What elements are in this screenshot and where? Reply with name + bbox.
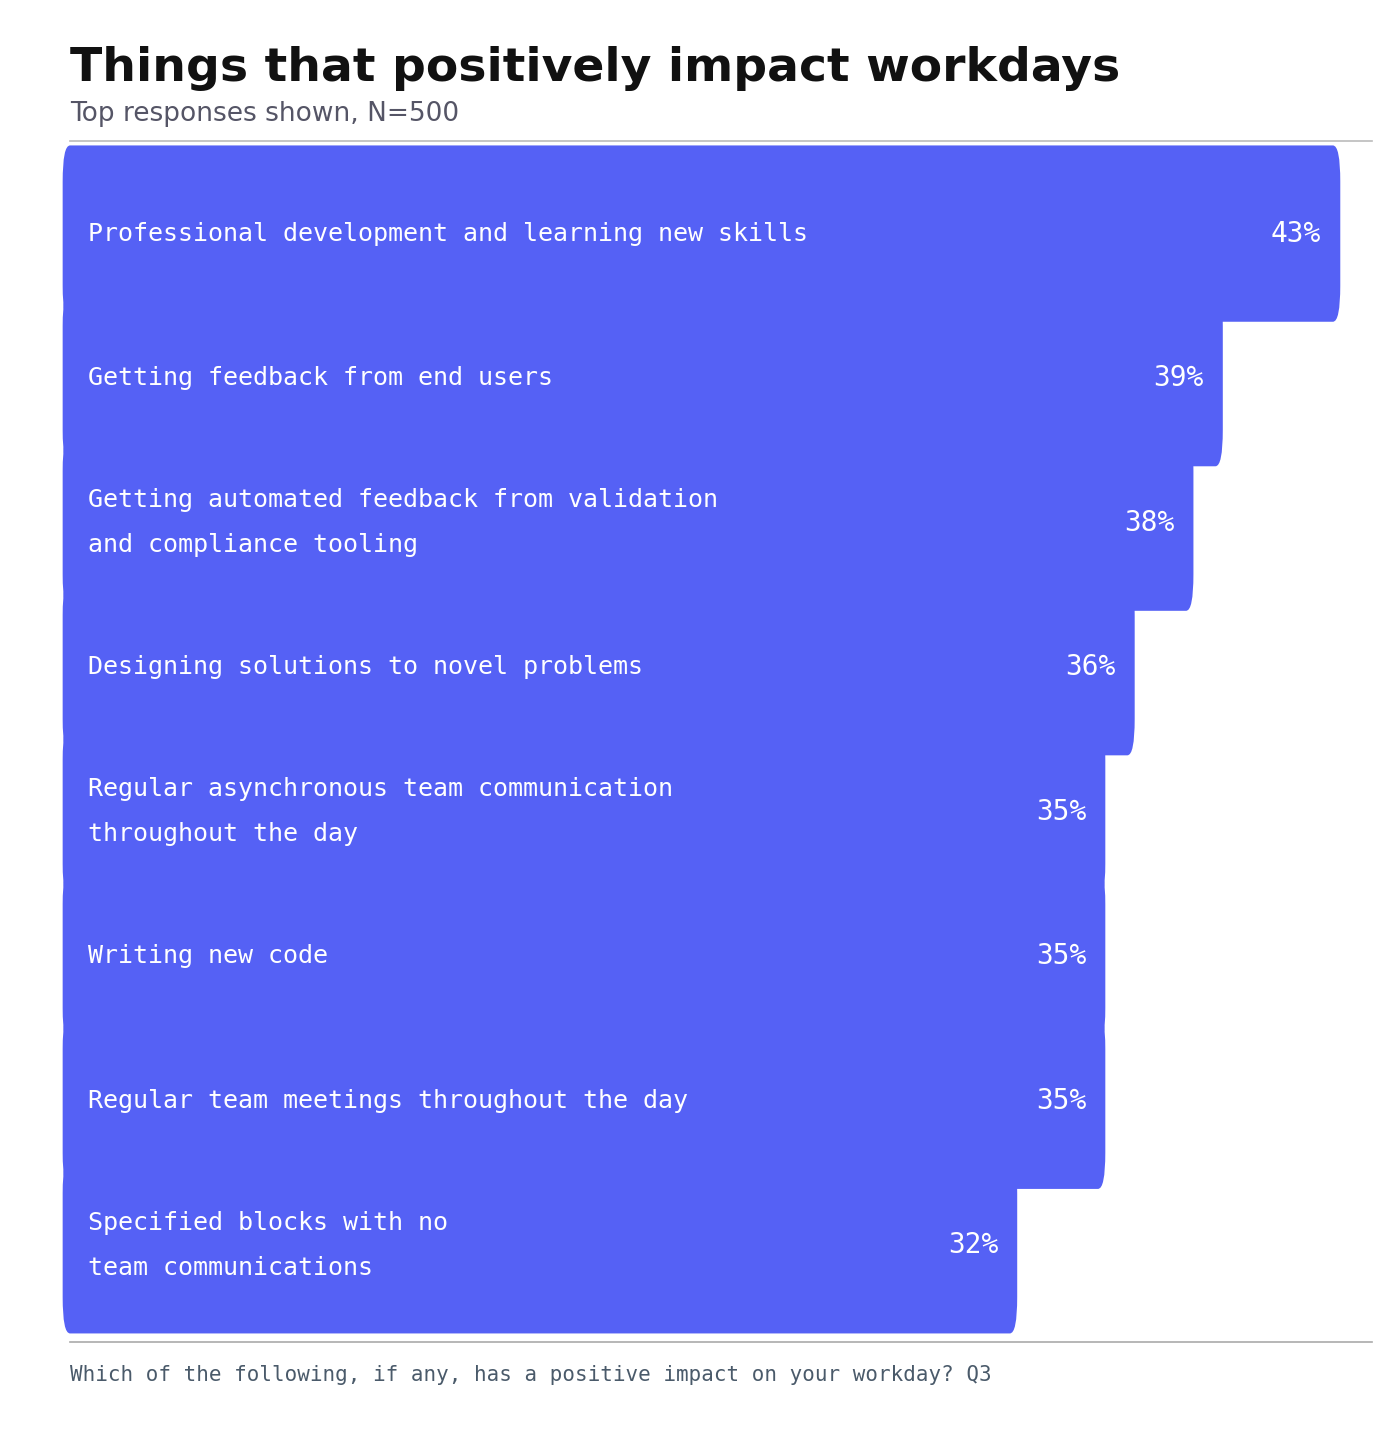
Text: Regular asynchronous team communication: Regular asynchronous team communication: [88, 778, 672, 801]
FancyBboxPatch shape: [63, 1012, 1106, 1189]
Text: Writing new code: Writing new code: [88, 945, 328, 968]
FancyBboxPatch shape: [63, 579, 1134, 756]
Text: 36%: 36%: [1065, 654, 1116, 681]
FancyBboxPatch shape: [63, 145, 1340, 321]
Text: throughout the day: throughout the day: [88, 822, 357, 847]
Text: and compliance tooling: and compliance tooling: [88, 533, 417, 557]
Text: Getting automated feedback from validation: Getting automated feedback from validati…: [88, 488, 718, 513]
FancyBboxPatch shape: [63, 289, 1222, 467]
Text: 39%: 39%: [1154, 364, 1204, 392]
Text: team communications: team communications: [88, 1256, 372, 1280]
FancyBboxPatch shape: [63, 868, 1106, 1044]
Text: 35%: 35%: [1036, 1087, 1086, 1115]
Text: Regular team meetings throughout the day: Regular team meetings throughout the day: [88, 1089, 687, 1113]
Text: Getting feedback from end users: Getting feedback from end users: [88, 366, 553, 390]
FancyBboxPatch shape: [63, 435, 1193, 611]
Text: Designing solutions to novel problems: Designing solutions to novel problems: [88, 655, 643, 680]
FancyBboxPatch shape: [63, 1158, 1018, 1333]
Text: Which of the following, if any, has a positive impact on your workday? Q3: Which of the following, if any, has a po…: [70, 1365, 991, 1385]
Text: 35%: 35%: [1036, 942, 1086, 971]
Text: 38%: 38%: [1124, 508, 1175, 537]
FancyBboxPatch shape: [63, 723, 1106, 900]
Text: Professional development and learning new skills: Professional development and learning ne…: [88, 222, 808, 246]
Text: 32%: 32%: [948, 1231, 998, 1260]
Text: Things that positively impact workdays: Things that positively impact workdays: [70, 46, 1120, 91]
Text: 35%: 35%: [1036, 798, 1086, 825]
Text: Specified blocks with no: Specified blocks with no: [88, 1211, 448, 1236]
Text: Top responses shown, N=500: Top responses shown, N=500: [70, 101, 459, 127]
Text: 43%: 43%: [1271, 219, 1322, 248]
